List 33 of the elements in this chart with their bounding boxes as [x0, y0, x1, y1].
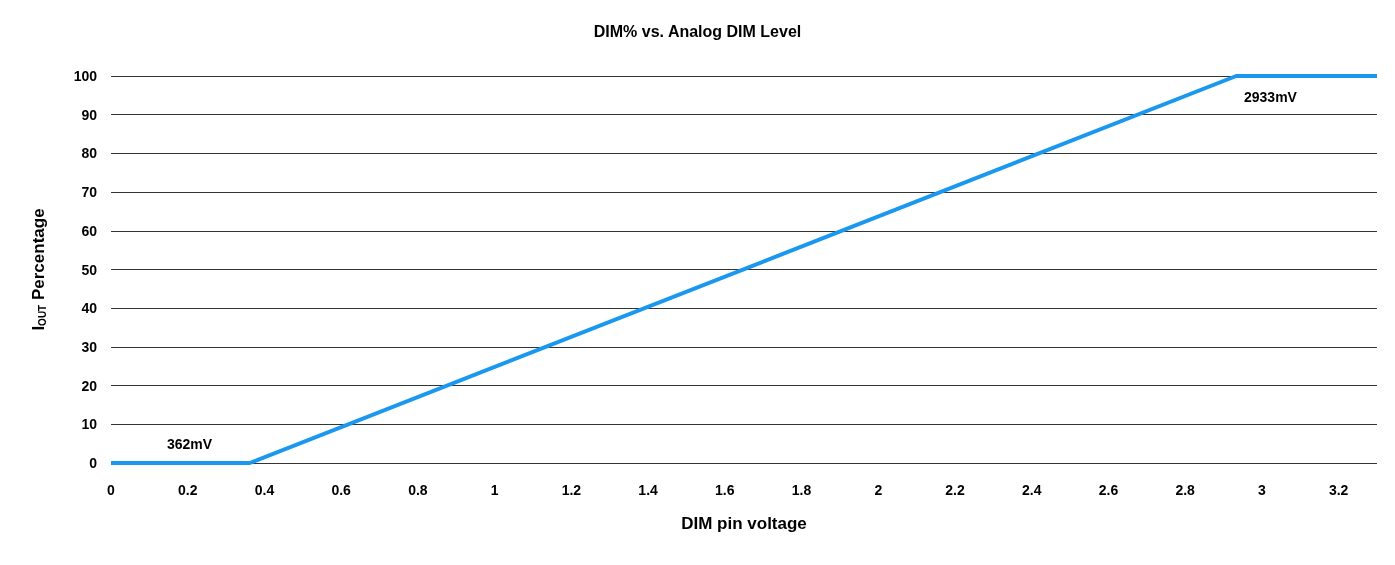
y-tick-label: 20	[81, 377, 98, 394]
chart-title: DIM% vs. Analog DIM Level	[593, 22, 802, 40]
x-tick-label: 0.4	[254, 482, 275, 498]
annotation: 362mV	[167, 436, 213, 452]
x-tick-label: 1.4	[638, 482, 659, 498]
y-tick-label: 90	[81, 106, 98, 123]
x-tick-label: 2.8	[1175, 482, 1196, 498]
y-tick-label: 30	[81, 338, 98, 355]
y-tick-label: 60	[81, 222, 98, 239]
x-axis-title: DIM pin voltage	[681, 514, 807, 533]
x-tick-label: 1.8	[791, 482, 812, 498]
x-tick-label: 0.8	[408, 482, 428, 498]
x-tick-label: 0.6	[331, 482, 352, 498]
x-tick-label: 1.6	[715, 482, 735, 498]
x-tick-label: 0.2	[177, 482, 198, 498]
annotation: 2933mV	[1244, 89, 1298, 105]
y-tick-label: 50	[81, 261, 98, 278]
x-tick-label: 2.4	[1021, 482, 1042, 498]
x-tick-label: 1	[490, 482, 499, 498]
x-tick-label: 2.2	[945, 482, 965, 498]
y-tick-label: 40	[81, 300, 98, 317]
x-tick-label: 2.6	[1098, 482, 1119, 498]
x-tick-label: 3.2	[1328, 482, 1349, 498]
x-tick-label: 1.2	[561, 482, 582, 498]
y-tick-label: 0	[89, 455, 98, 471]
y-axis-title: IOUT Percentage	[28, 208, 48, 331]
y-tick-label: 80	[81, 145, 98, 162]
x-tick-label: 3	[1258, 482, 1267, 498]
y-tick-label: 10	[81, 416, 98, 433]
x-tick-label: 2	[874, 482, 883, 498]
x-tick-label: 0	[107, 482, 116, 498]
y-tick-label: 100	[73, 68, 98, 84]
y-tick-label: 70	[81, 184, 98, 201]
